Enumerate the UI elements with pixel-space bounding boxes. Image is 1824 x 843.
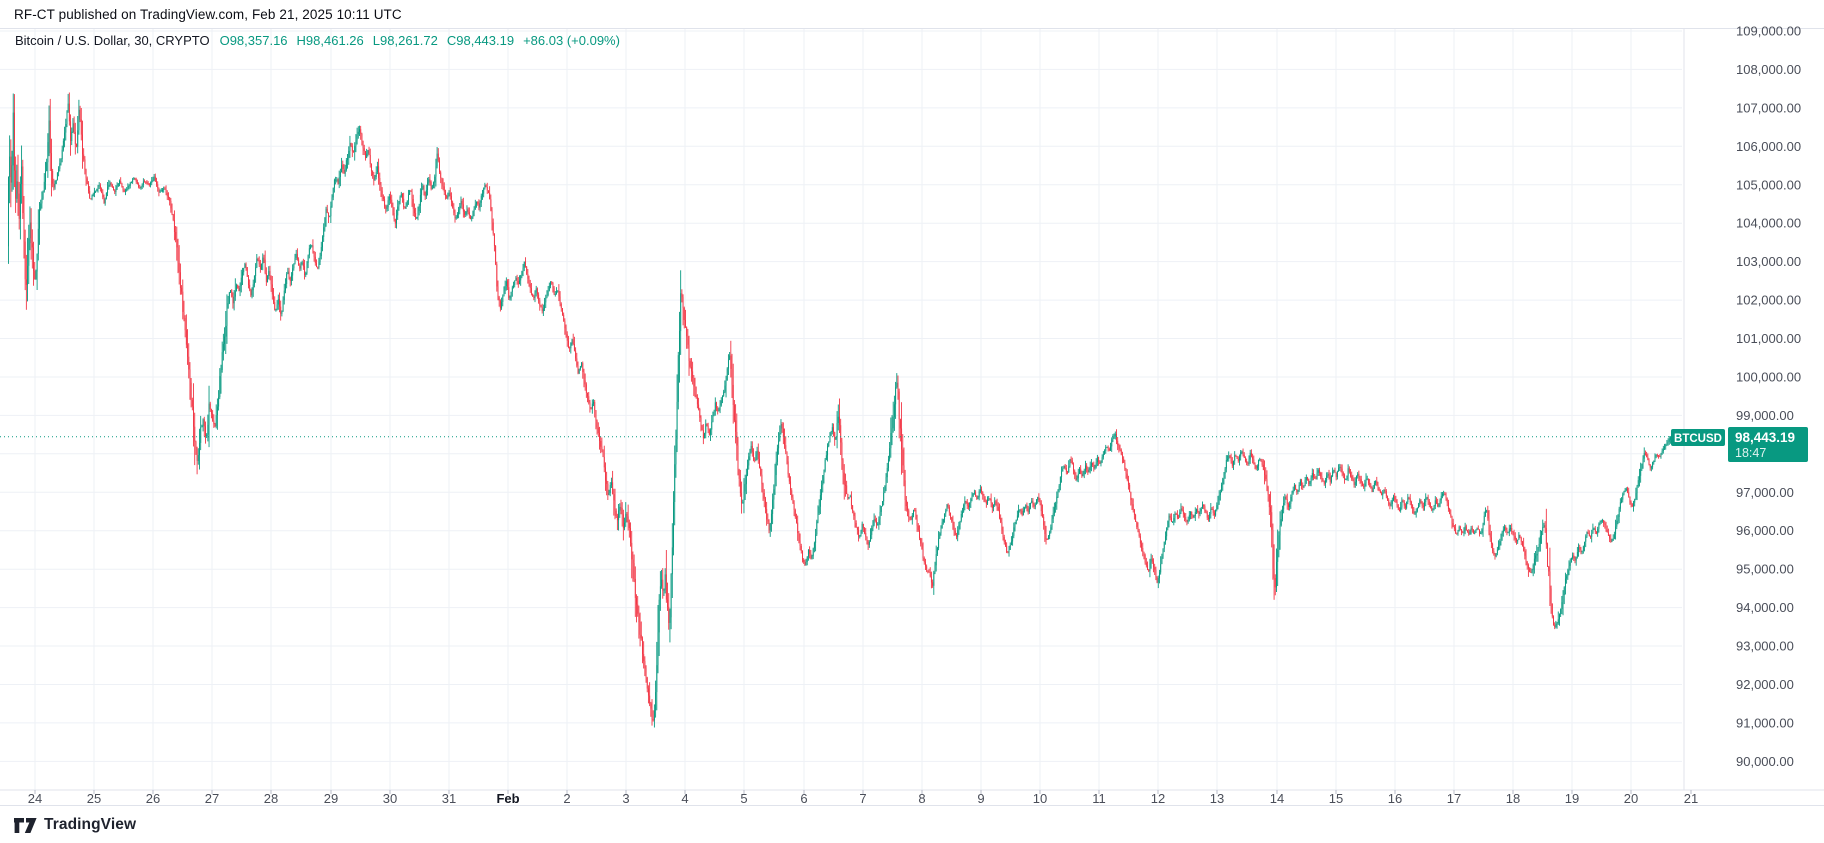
svg-text:21: 21	[1684, 791, 1698, 806]
svg-text:5: 5	[740, 791, 747, 806]
svg-text:12: 12	[1151, 791, 1165, 806]
svg-text:29: 29	[324, 791, 338, 806]
legend-change-value: +86.03 (+0.09%)	[523, 33, 620, 48]
svg-text:18: 18	[1506, 791, 1520, 806]
header-divider	[0, 28, 1824, 29]
svg-text:20: 20	[1624, 791, 1638, 806]
svg-text:19: 19	[1565, 791, 1579, 806]
svg-text:2: 2	[563, 791, 570, 806]
svg-text:13: 13	[1210, 791, 1224, 806]
legend-low-value: L98,261.72	[372, 33, 438, 48]
svg-text:92,000.00: 92,000.00	[1736, 677, 1794, 692]
svg-text:109,000.00: 109,000.00	[1736, 24, 1801, 39]
svg-text:95,000.00: 95,000.00	[1736, 562, 1794, 577]
svg-text:4: 4	[681, 791, 688, 806]
svg-text:16: 16	[1388, 791, 1402, 806]
chart-legend: Bitcoin / U.S. Dollar, 30, CRYPTO O98,357…	[15, 33, 629, 48]
svg-text:91,000.00: 91,000.00	[1736, 715, 1794, 730]
svg-text:96,000.00: 96,000.00	[1736, 523, 1794, 538]
svg-text:10: 10	[1033, 791, 1047, 806]
svg-text:8: 8	[918, 791, 925, 806]
legend-open-value: O98,357.16	[219, 33, 288, 48]
svg-text:104,000.00: 104,000.00	[1736, 216, 1801, 231]
time-scale[interactable]: 24 25 26 27 28 29 30 31 Feb 2 3 4 5 6 7 8 9 10 11 12 13 14 15 1…	[0, 789, 1824, 806]
svg-text:101,000.00: 101,000.00	[1736, 331, 1801, 346]
svg-text:98,443.19: 98,443.19	[1735, 430, 1795, 445]
svg-text:31: 31	[442, 791, 456, 806]
svg-text:6: 6	[800, 791, 807, 806]
tradingview-logo-icon	[14, 817, 37, 833]
attribution-text: RF-CT published on TradingView.com, Feb …	[14, 7, 402, 22]
svg-text:BTCUSD: BTCUSD	[1674, 433, 1722, 445]
tradingview-brand[interactable]: TradingView	[14, 816, 136, 834]
svg-text:94,000.00: 94,000.00	[1736, 600, 1794, 615]
svg-text:26: 26	[146, 791, 160, 806]
svg-text:90,000.00: 90,000.00	[1736, 754, 1794, 769]
legend-close-value: C98,443.19	[446, 33, 515, 48]
svg-text:105,000.00: 105,000.00	[1736, 177, 1801, 192]
brand-text: TradingView	[44, 816, 137, 833]
svg-text:97,000.00: 97,000.00	[1736, 485, 1794, 500]
svg-text:102,000.00: 102,000.00	[1736, 293, 1801, 308]
svg-text:27: 27	[205, 791, 219, 806]
svg-text:103,000.00: 103,000.00	[1736, 254, 1801, 269]
svg-text:108,000.00: 108,000.00	[1736, 62, 1801, 77]
svg-text:28: 28	[264, 791, 278, 806]
legend-high-value: H98,461.26	[296, 33, 364, 48]
footer-divider	[0, 805, 1824, 806]
price-scale[interactable]: 109,000.00 108,000.00 107,000.00 106,000.00…	[1683, 24, 1801, 791]
candles-layer	[7, 92, 1671, 728]
svg-text:9: 9	[977, 791, 984, 806]
chart-grid	[0, 29, 1682, 790]
svg-text:93,000.00: 93,000.00	[1736, 639, 1794, 654]
svg-text:11: 11	[1092, 791, 1106, 806]
svg-text:3: 3	[622, 791, 629, 806]
svg-text:18:47: 18:47	[1735, 446, 1766, 460]
symbol-title[interactable]: Bitcoin / U.S. Dollar, 30, CRYPTO	[15, 33, 210, 48]
svg-text:100,000.00: 100,000.00	[1736, 370, 1801, 385]
svg-text:15: 15	[1329, 791, 1343, 806]
svg-text:106,000.00: 106,000.00	[1736, 139, 1801, 154]
svg-text:Feb: Feb	[496, 791, 519, 806]
svg-text:25: 25	[87, 791, 101, 806]
svg-text:17: 17	[1447, 791, 1461, 806]
svg-text:7: 7	[859, 791, 866, 806]
svg-text:107,000.00: 107,000.00	[1736, 100, 1801, 115]
svg-text:30: 30	[383, 791, 397, 806]
svg-text:14: 14	[1270, 791, 1284, 806]
svg-text:24: 24	[28, 791, 42, 806]
svg-text:99,000.00: 99,000.00	[1736, 408, 1794, 423]
